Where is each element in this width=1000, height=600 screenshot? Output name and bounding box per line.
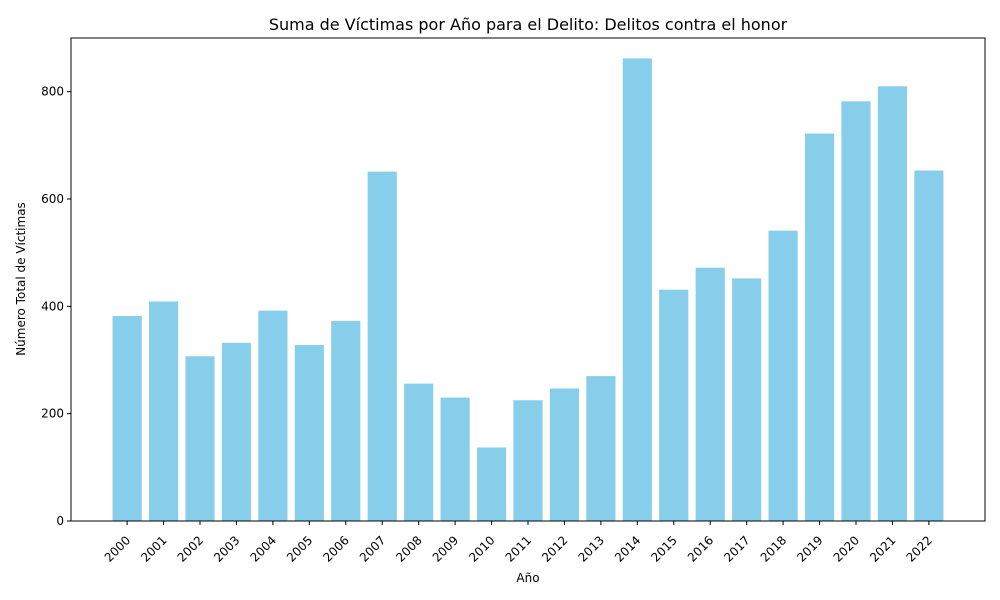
bar-2003 — [221, 342, 252, 521]
bar-2020 — [841, 101, 871, 522]
bar-2000 — [112, 315, 142, 521]
x-tick-label: 2004 — [248, 533, 279, 564]
x-tick-label: 2012 — [539, 533, 570, 564]
bar-2014 — [622, 58, 652, 521]
bar-2006 — [331, 320, 361, 521]
x-tick-label: 2002 — [175, 533, 206, 564]
bar-2022 — [914, 170, 944, 521]
bar-2018 — [768, 230, 798, 521]
bar-2016 — [695, 267, 725, 521]
bar-2009 — [440, 397, 470, 521]
bar-2008 — [404, 383, 434, 521]
bar-2002 — [185, 356, 215, 521]
x-tick-label: 2014 — [612, 533, 643, 564]
bar-2017 — [732, 278, 762, 521]
x-tick-label: 2017 — [721, 533, 752, 564]
x-tick-label: 2000 — [102, 533, 133, 564]
bar-2010 — [476, 447, 507, 521]
x-tick-label: 2005 — [284, 533, 315, 564]
x-tick-label: 2011 — [503, 533, 534, 564]
bar-2019 — [804, 133, 835, 521]
x-tick-label: 2022 — [903, 533, 934, 564]
x-tick-label: 2015 — [648, 533, 679, 564]
x-axis-label: Año — [516, 571, 539, 585]
bar-2004 — [258, 310, 288, 521]
bar-2015 — [659, 289, 689, 521]
plot-frame — [70, 37, 986, 522]
x-tick-label: 2021 — [867, 533, 898, 564]
x-tick-label: 2020 — [831, 533, 862, 564]
x-tick-label: 2019 — [794, 533, 825, 564]
x-tick-label: 2001 — [138, 533, 169, 564]
x-tick-label: 2016 — [685, 533, 716, 564]
x-tick-label: 2010 — [466, 533, 497, 564]
x-tick-label: 2003 — [211, 533, 242, 564]
bar-2005 — [294, 344, 324, 521]
x-tick-label: 2009 — [430, 533, 461, 564]
bars-group — [112, 58, 944, 522]
y-tick-label: 0 — [56, 514, 64, 528]
y-tick-label: 800 — [41, 85, 64, 99]
y-tick-label: 200 — [41, 407, 64, 421]
chart-title: Suma de Víctimas por Año para el Delito:… — [269, 15, 788, 34]
x-tick-label: 2006 — [320, 533, 351, 564]
y-axis-label: Número Total de Víctimas — [14, 202, 28, 356]
x-ticks-group: 2000 2001 2002 2003 2004 2005 2006 2007 2008 2009… — [102, 521, 935, 565]
y-ticks-group: 0 200 400 600 800 — [41, 85, 71, 528]
x-tick-label: 2007 — [357, 533, 388, 564]
y-tick-label: 600 — [41, 192, 64, 206]
bar-2012 — [549, 388, 580, 521]
x-tick-label: 2008 — [393, 533, 424, 564]
bar-2021 — [877, 86, 908, 522]
x-tick-label: 2013 — [576, 533, 607, 564]
bar-2007 — [367, 171, 397, 521]
bar-2011 — [513, 400, 543, 521]
bar-2013 — [586, 376, 616, 521]
x-tick-label: 2018 — [758, 533, 789, 564]
y-tick-label: 400 — [41, 299, 64, 313]
bar-2001 — [148, 301, 179, 521]
